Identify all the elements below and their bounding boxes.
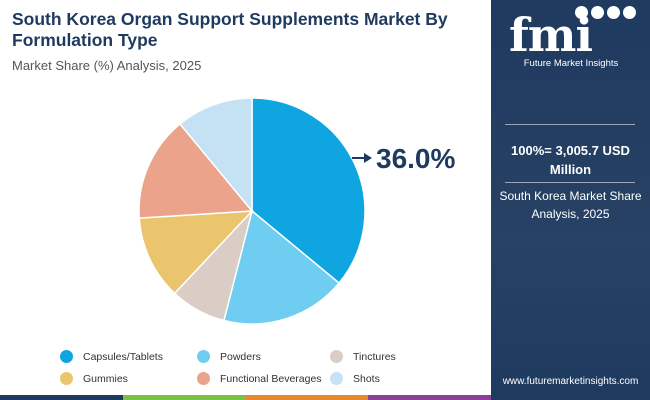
legend-swatch	[60, 372, 73, 385]
color-bar-segment	[245, 395, 369, 400]
logo-icons	[575, 6, 636, 19]
pie-slice-capsules-tablets	[251, 97, 366, 285]
legend-swatch	[60, 350, 73, 363]
logo-subtitle: Future Market Insights	[523, 58, 619, 69]
legend-label: Shots	[353, 372, 380, 385]
legend-swatch	[197, 350, 210, 363]
sidebar-subtitle: South Korea Market Share Analysis, 2025	[499, 189, 642, 221]
chart-title: South Korea Organ Support Supplements Ma…	[12, 9, 448, 50]
legend-label: Powders	[220, 350, 261, 363]
legend-swatch	[330, 350, 343, 363]
legend-item-powders: Powders	[197, 350, 261, 363]
color-bar	[0, 395, 491, 400]
divider-bottom	[505, 182, 635, 183]
legend-swatch	[330, 372, 343, 385]
legend-item-tinctures: Tinctures	[330, 350, 396, 363]
pie-slice-powders	[222, 209, 341, 325]
legend-item-shots: Shots	[330, 372, 380, 385]
fmi-logo: fmi Future Market Insights	[505, 4, 637, 72]
legend-label: Capsules/Tablets	[83, 350, 163, 363]
legend-item-functional-beverages: Functional Beverages	[197, 372, 322, 385]
color-bar-segment	[122, 395, 246, 400]
pie-slice-gummies	[138, 210, 254, 295]
legend-label: Functional Beverages	[220, 372, 322, 385]
legend-label: Tinctures	[353, 350, 396, 363]
sidebar-panel: fmi Future Market Insights 100%= 3,005.7…	[491, 0, 650, 400]
chart-subtitle: Market Share (%) Analysis, 2025	[12, 58, 202, 73]
legend-swatch	[197, 372, 210, 385]
logo-text: fmi	[509, 8, 593, 62]
callout-arrow	[352, 153, 372, 163]
website-link[interactable]: www.futuremarketinsights.com	[502, 376, 639, 387]
legend-label: Gummies	[83, 372, 128, 385]
highlight-label: 36.0%	[376, 143, 456, 174]
pie-slice-functional-beverages	[138, 122, 254, 219]
legend-item-capsules-tablets: Capsules/Tablets	[60, 350, 163, 363]
color-bar-segment	[0, 395, 123, 400]
color-bar-segment	[368, 395, 491, 400]
pie-chart	[138, 97, 372, 325]
pie-slice-shots	[178, 97, 253, 214]
chart-panel: South Korea Organ Support Supplements Ma…	[0, 9, 491, 400]
divider-top	[505, 124, 635, 125]
total-label: 100%= 3,005.7 USD Million	[511, 143, 630, 177]
legend-item-gummies: Gummies	[60, 372, 128, 385]
